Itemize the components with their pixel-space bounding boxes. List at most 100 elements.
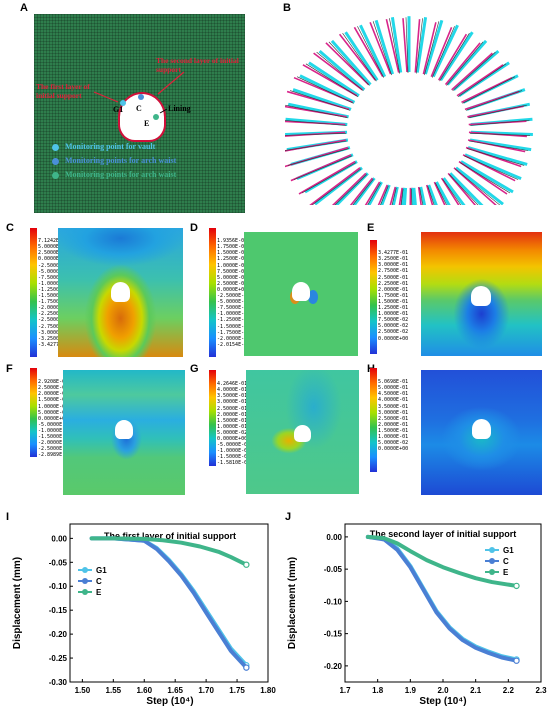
fan-line-magenta: [451, 52, 493, 91]
fan-line-cyan: [344, 31, 379, 81]
y-tick-label: -0.05: [324, 565, 343, 574]
x-tick-label: 1.75: [229, 686, 245, 695]
series-line-e: [89, 536, 249, 567]
fan-line-cyan: [330, 39, 372, 86]
legend-e-values: 3.4277E-01 3.2500E-01 3.0000E-01 2.7500E-01…: [378, 250, 408, 341]
legend-f-values: 2.9208E-01 2.5000E-01 2.0000E-01 1.5000E-01…: [38, 379, 71, 458]
panel-label-j: J: [285, 511, 292, 523]
y-tick-label: -0.20: [324, 662, 343, 671]
fan-line-cyan: [412, 187, 417, 205]
x-tick-label: 2.0: [437, 686, 449, 695]
y-tick-label: -0.20: [49, 630, 68, 639]
field-e-opening: [471, 286, 491, 306]
legend-c-value: -7.5000E-02: [38, 274, 72, 281]
field-f-opening: [115, 420, 133, 439]
point-label-g1: G1: [113, 105, 124, 114]
y-tick-label: -0.30: [49, 678, 68, 687]
fan-line-core: [367, 182, 381, 205]
series-line-g1: [89, 536, 249, 668]
fan-line-cyan: [299, 74, 356, 104]
legend-c-value: 5.0000E-02: [38, 244, 69, 251]
fan-line-core: [391, 187, 397, 205]
fan-line-magenta: [447, 172, 477, 205]
fan-line-cyan: [352, 177, 376, 205]
legend-g-value: 2.0000E-01: [217, 411, 248, 418]
legend-c-value: -3.2500E-01: [38, 335, 72, 342]
field-e: [421, 232, 542, 356]
legend-g-value: -1.0000E-01: [217, 448, 251, 455]
fan-line-magenta: [438, 33, 468, 81]
legend-d-value: -5.0000E-02: [217, 299, 251, 306]
fan-line-magenta: [430, 26, 453, 77]
fan-line-magenta: [444, 42, 481, 86]
legend-e-value: 2.7500E-01: [378, 268, 409, 275]
legend-e-value: 5.0000E-02: [378, 323, 409, 330]
legend-f-value: 2.0000E-01: [38, 391, 69, 398]
x-tick-label: 1.60: [136, 686, 152, 695]
x-tick-label: 1.70: [198, 686, 214, 695]
fan-line-core: [459, 162, 511, 194]
chart-j-legend: G1 CE: [485, 546, 514, 577]
legend-label-e: E: [96, 588, 102, 597]
legend-e-value: 1.5000E-01: [378, 298, 409, 305]
fan-line-cyan: [449, 172, 484, 205]
fan-line-magenta: [467, 139, 526, 153]
legend-f-value: 2.9208E-01: [38, 379, 69, 386]
fan-line-core: [400, 188, 404, 205]
fan-line-cyan: [460, 160, 514, 194]
legend-g-value: 4.0000E-01: [217, 387, 248, 394]
legend-g-value: -5.0000E-02: [217, 442, 251, 449]
chart-i-frame: [69, 523, 269, 683]
label-first-layer: The first layer of initial support: [36, 82, 90, 100]
legend-c-value: -2.5000E-02: [38, 262, 72, 269]
series-line-c: [365, 534, 519, 663]
legend-d-value: -1.0000E-01: [217, 311, 251, 318]
chart-i-xlabel: Step (10⁴): [146, 696, 193, 707]
legend-e-value: 3.0000E-01: [378, 262, 409, 269]
legend-d: 1.9356E-01 1.7500E-01 1.5000E-01 1.2500E-01…: [217, 226, 250, 354]
legend-d-value: 7.5000E-02: [217, 268, 248, 275]
fan-line-magenta: [398, 187, 403, 205]
legend-d-values: 1.9356E-01 1.7500E-01 1.5000E-01 1.2500E-01…: [217, 238, 250, 348]
legend-e-value: 2.5000E-01: [378, 274, 409, 281]
x-tick-label: 1.55: [106, 686, 122, 695]
field-h: [421, 370, 542, 495]
panel-label-a: A: [20, 2, 28, 14]
fan-line-cyan: [419, 186, 427, 205]
legend-h-value: 1.0000E-01: [378, 434, 409, 441]
monitor-point-c: [138, 94, 144, 100]
monitor-point-g1: [120, 100, 126, 106]
panel-a-mesh: G1 C E The second layer of initial suppo…: [34, 14, 245, 213]
x-tick-label: 1.9: [405, 686, 417, 695]
legend-e-value: 2.0000E-01: [378, 286, 409, 293]
legend-c-value: -1.5000E-01: [38, 293, 72, 300]
fan-line-core: [469, 119, 530, 126]
legend-c-value: 0.0000E+00: [38, 256, 69, 263]
fan-line-magenta: [417, 186, 422, 205]
panel-label-i: I: [6, 511, 10, 523]
chart-j-ylabel: Displacement (mm): [287, 557, 298, 649]
legend-g-value: -1.5810E-01: [217, 460, 251, 467]
fan-line-cyan: [292, 88, 352, 111]
legend-h-value: 4.5000E-01: [378, 391, 409, 398]
fan-line-cyan: [380, 184, 391, 205]
fan-line-core: [328, 41, 370, 86]
fan-line-magenta: [422, 22, 437, 75]
fan-line-core: [411, 188, 413, 205]
fan-line-core: [442, 178, 462, 205]
legend-e-value: 3.4277E-01: [378, 250, 409, 257]
fan-line-core: [452, 51, 496, 92]
fan-line-cyan: [415, 17, 428, 73]
fan-line-magenta: [414, 19, 421, 73]
legend-text-arch-waist-2: Monitoring points for arch waist: [65, 170, 177, 179]
legend-dot-arch-waist-2: [52, 172, 59, 179]
fan-line-cyan: [401, 187, 406, 205]
legend-h-value: 2.5000E-01: [378, 415, 409, 422]
legend-c-value: -1.0000E-01: [38, 280, 72, 287]
label-second-layer: The second layer of initial support: [156, 56, 239, 74]
legend-g-value: 3.5000E-01: [217, 393, 248, 400]
legend-h-value: 5.0000E-01: [378, 385, 409, 392]
field-c: [58, 228, 183, 357]
field-d: [244, 232, 358, 356]
legend-label-g1: G1: [96, 566, 107, 575]
